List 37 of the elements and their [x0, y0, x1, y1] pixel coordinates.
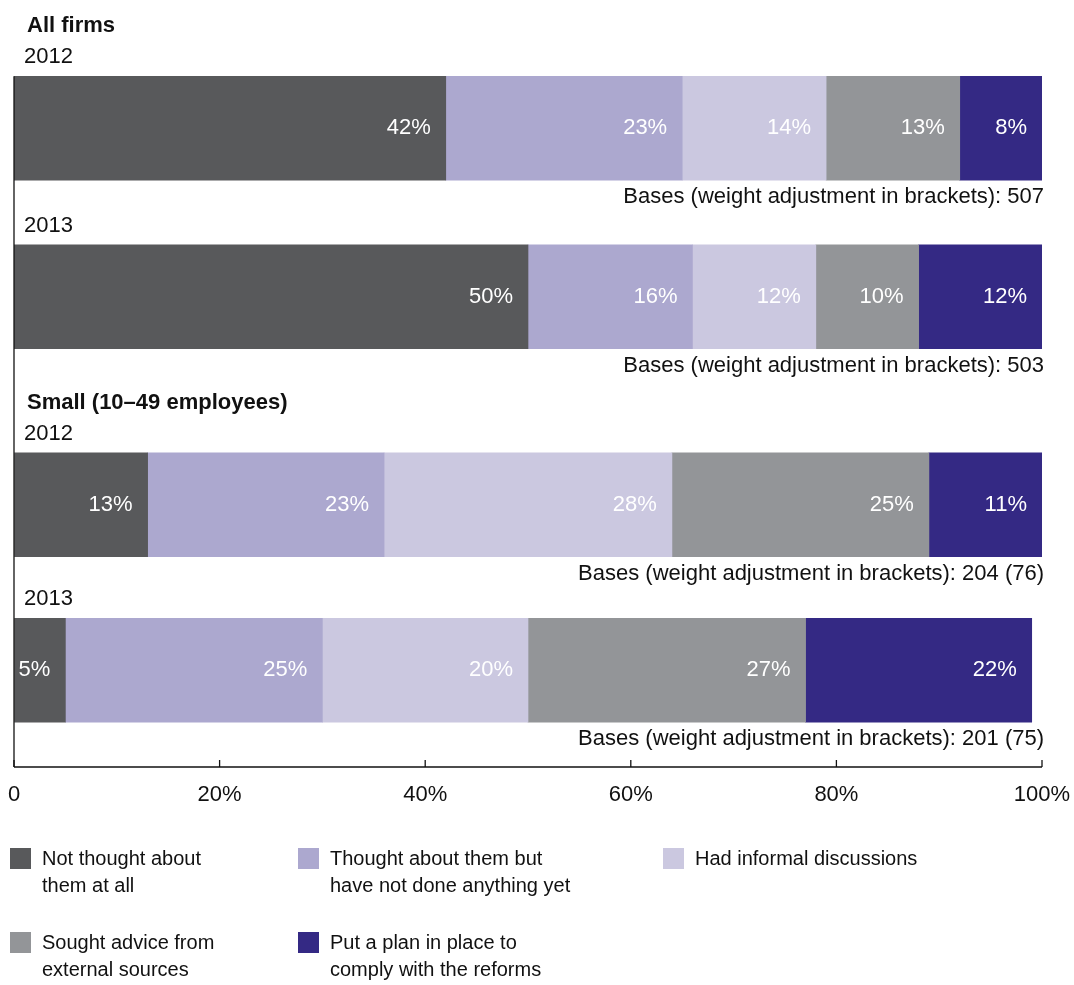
data-label: 23%	[325, 490, 370, 516]
y-tick-label: 2012	[24, 419, 73, 445]
data-label: 16%	[633, 282, 678, 308]
y-tick-label: 2012	[24, 43, 73, 69]
legend-label: Not thought about them at all	[42, 846, 202, 898]
data-label: 13%	[900, 114, 945, 140]
data-label: 27%	[746, 656, 791, 682]
legend-label: Put a plan in place to comply with the reforms	[330, 930, 543, 982]
x-tick-label: 40%	[403, 781, 448, 807]
x-tick-label: 20%	[197, 781, 242, 807]
data-label: 50%	[468, 282, 513, 308]
data-label: 22%	[972, 656, 1017, 682]
x-tick-label: 100%	[1013, 781, 1071, 807]
data-label: 11%	[984, 490, 1027, 516]
annotation: Bases (weight adjustment in brackets): 201 (75)	[578, 725, 1044, 751]
y-tick-label: 2013	[24, 585, 73, 611]
data-label: 25%	[263, 656, 308, 682]
legend-label: Thought about them but have not done anything yet	[330, 846, 572, 898]
x-tick-label: 80%	[814, 781, 859, 807]
annotation: Bases (weight adjustment in brackets): 204 (76)	[578, 559, 1044, 585]
x-tick-label: 0	[7, 781, 21, 807]
x-tick-label: 60%	[608, 781, 653, 807]
data-label: 5%	[18, 656, 51, 682]
data-label: 13%	[88, 490, 133, 516]
data-label: 42%	[386, 114, 431, 140]
chart-title: Small (10–49 employees)	[27, 388, 288, 414]
data-label: 23%	[623, 114, 668, 140]
data-label: 25%	[869, 490, 914, 516]
annotation: Bases (weight adjustment in brackets): 507	[623, 183, 1044, 209]
data-label: 10%	[859, 282, 904, 308]
data-label: 8%	[995, 114, 1027, 140]
y-tick-label: 2013	[24, 211, 73, 237]
chart-title: All firms	[27, 12, 116, 38]
legend-label: Sought advice from external sources	[42, 930, 216, 982]
annotation: Bases (weight adjustment in brackets): 503	[623, 351, 1044, 377]
legend-label: Had informal discussions	[695, 846, 919, 871]
data-label: 12%	[982, 282, 1027, 308]
